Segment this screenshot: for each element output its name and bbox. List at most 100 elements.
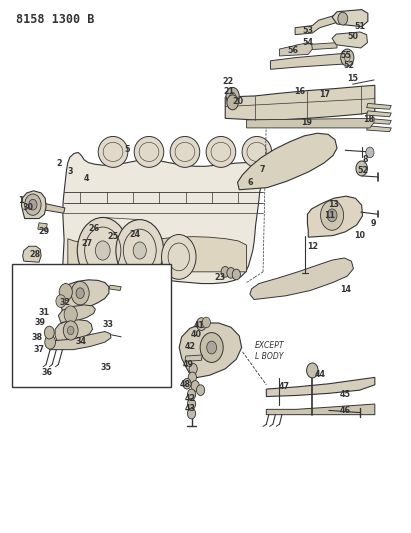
Circle shape [227,95,238,110]
Circle shape [29,199,37,210]
Polygon shape [279,43,312,56]
Text: 14: 14 [340,285,351,294]
Ellipse shape [134,136,164,167]
Polygon shape [179,323,242,378]
Polygon shape [23,246,41,262]
Text: 53: 53 [302,27,313,35]
Circle shape [221,266,229,277]
Text: 21: 21 [224,87,235,96]
Polygon shape [367,126,391,132]
Circle shape [307,363,318,378]
Circle shape [187,408,196,419]
Circle shape [63,321,78,340]
Text: 46: 46 [340,406,351,415]
Text: 22: 22 [222,77,233,85]
Polygon shape [266,377,375,397]
Text: EXCEPT
L BODY: EXCEPT L BODY [255,341,284,360]
Circle shape [341,49,354,66]
Text: 29: 29 [38,227,49,236]
Text: 15: 15 [347,75,358,83]
Circle shape [321,200,344,230]
Text: 3: 3 [68,167,74,176]
Text: 48: 48 [179,381,191,389]
Text: 49: 49 [183,360,194,369]
Circle shape [59,284,72,301]
Circle shape [196,318,206,330]
Text: 24: 24 [129,230,141,239]
Polygon shape [60,280,109,312]
Circle shape [77,217,128,284]
Text: 54: 54 [302,38,313,47]
Ellipse shape [170,136,200,167]
Text: 47: 47 [279,383,290,391]
Circle shape [56,295,66,308]
Text: 37: 37 [34,345,45,354]
Text: 40: 40 [191,330,201,339]
Polygon shape [295,43,337,51]
Text: 36: 36 [42,368,52,376]
Polygon shape [307,196,363,237]
Polygon shape [49,332,111,350]
Circle shape [67,326,74,335]
Circle shape [327,209,337,222]
Text: 44: 44 [314,370,325,378]
Text: 45: 45 [340,390,351,399]
Text: 17: 17 [319,91,330,99]
Text: 20: 20 [232,97,243,106]
Circle shape [191,381,199,391]
Text: 1: 1 [18,196,24,205]
Polygon shape [44,204,65,213]
Polygon shape [367,111,391,117]
Text: 5: 5 [125,145,130,154]
Polygon shape [238,133,337,190]
Circle shape [202,317,210,328]
Text: 8158 1300 B: 8158 1300 B [16,13,95,26]
Polygon shape [225,85,375,120]
Text: 38: 38 [31,334,43,342]
Circle shape [226,87,239,104]
Text: 50: 50 [347,32,358,41]
Polygon shape [55,320,92,342]
Polygon shape [270,53,347,69]
Circle shape [356,161,367,176]
Polygon shape [63,152,284,289]
Text: 7: 7 [259,165,265,174]
Polygon shape [332,10,368,27]
Polygon shape [68,237,247,272]
Circle shape [133,242,146,259]
Text: 33: 33 [102,320,113,328]
Text: 28: 28 [29,251,41,259]
Polygon shape [185,355,202,361]
Polygon shape [266,404,375,415]
Text: 25: 25 [107,232,118,241]
Circle shape [76,288,84,298]
Bar [12,264,171,387]
Ellipse shape [98,136,128,167]
Circle shape [196,385,205,395]
Text: 10: 10 [355,231,365,240]
Text: 9: 9 [370,220,376,228]
Text: 4: 4 [83,174,89,183]
Text: 2: 2 [57,159,62,168]
Text: 16: 16 [295,87,305,96]
Polygon shape [109,285,121,290]
Polygon shape [58,305,95,322]
Text: 51: 51 [355,22,365,31]
Text: 32: 32 [59,298,71,307]
Text: 19: 19 [301,118,312,127]
Text: 52: 52 [343,61,354,69]
Ellipse shape [242,136,272,167]
Polygon shape [250,258,353,300]
Text: 23: 23 [215,273,226,281]
Polygon shape [367,118,391,124]
Polygon shape [38,223,47,230]
Text: 30: 30 [23,204,33,212]
Polygon shape [332,32,367,48]
Text: 41: 41 [194,321,205,329]
Text: 31: 31 [39,308,50,317]
Text: 42: 42 [184,394,196,403]
Text: 12: 12 [307,242,319,251]
Circle shape [71,281,89,305]
Polygon shape [367,103,391,109]
Ellipse shape [206,136,236,167]
